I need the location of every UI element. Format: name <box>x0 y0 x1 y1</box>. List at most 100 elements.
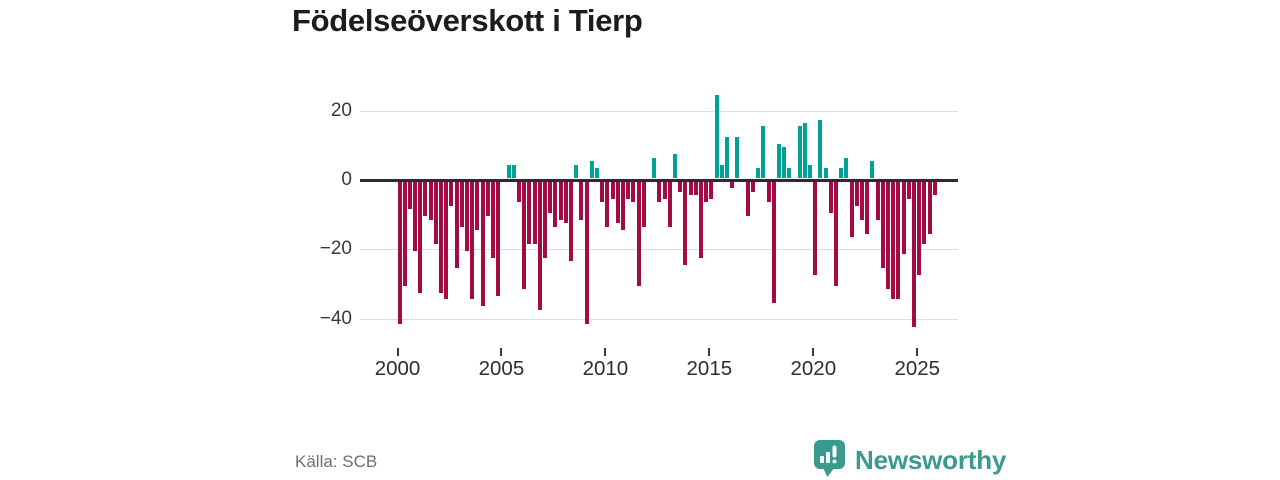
bar-2002Q3 <box>449 181 454 206</box>
newsworthy-bubble-chart-icon <box>814 440 845 477</box>
chart-title: Födelseöverskott i Tierp <box>292 3 643 38</box>
x-axis-label-2000: 2000 <box>374 357 421 380</box>
y-axis-label--40: −40 <box>319 307 352 329</box>
bar-2003Q1 <box>459 181 464 227</box>
bar-2014Q2 <box>693 181 698 196</box>
bar-2021Q2 <box>839 168 844 179</box>
source-note: Källa: SCB <box>295 452 378 471</box>
x-axis-label-2025: 2025 <box>894 357 941 380</box>
zero-axis-line <box>360 178 958 182</box>
bar-2004Q3 <box>491 181 496 258</box>
bar-2022Q3 <box>865 181 870 234</box>
bar-2000Q3 <box>407 181 412 210</box>
bar-2002Q4 <box>454 181 459 269</box>
bar-2012Q3 <box>657 181 662 203</box>
bar-2020Q4 <box>828 181 833 213</box>
bar-2017Q4 <box>766 181 771 203</box>
bar-2007Q1 <box>543 181 548 258</box>
bar-2015Q1 <box>709 181 714 199</box>
y-axis-label-0: 0 <box>341 169 352 190</box>
bar-2024Q1 <box>896 181 901 300</box>
bar-2020Q3 <box>823 168 828 179</box>
bar-2000Q4 <box>413 181 418 251</box>
bar-2010Q3 <box>615 181 620 224</box>
x-axis-label-2005: 2005 <box>478 357 525 380</box>
bar-2016Q4 <box>745 181 750 217</box>
bar-2002Q1 <box>439 181 444 293</box>
bar-2020Q2 <box>818 119 823 179</box>
bar-2021Q1 <box>834 181 839 286</box>
x-axis-label-2020: 2020 <box>790 357 837 380</box>
bar-2018Q2 <box>776 143 781 179</box>
bar-2007Q2 <box>548 181 553 213</box>
bar-2006Q2 <box>527 181 532 244</box>
bar-2005Q2 <box>506 164 511 179</box>
bar-2010Q2 <box>610 181 615 199</box>
bar-2011Q2 <box>631 181 636 203</box>
bar-2002Q2 <box>444 181 449 300</box>
bar-2006Q4 <box>537 181 542 310</box>
gridline--20 <box>360 249 958 251</box>
bar-2023Q4 <box>891 181 896 300</box>
bar-2013Q2 <box>672 154 677 179</box>
bar-2007Q3 <box>553 181 558 227</box>
y-axis-label-20: 20 <box>330 99 352 121</box>
bar-2019Q2 <box>797 126 802 179</box>
bar-2008Q3 <box>574 164 579 179</box>
x-tick-2025 <box>916 348 919 356</box>
bar-2009Q1 <box>584 181 589 324</box>
bar-2003Q4 <box>475 181 480 231</box>
bar-2001Q2 <box>423 181 428 217</box>
bar-2004Q4 <box>496 181 501 296</box>
bar-2025Q2 <box>922 181 927 244</box>
bar-2001Q1 <box>418 181 423 293</box>
bar-2008Q1 <box>563 181 568 224</box>
bar-2014Q3 <box>698 181 703 258</box>
bar-2003Q2 <box>465 181 470 251</box>
bar-2021Q3 <box>844 157 849 179</box>
gridline-20 <box>360 110 958 112</box>
bar-2017Q3 <box>761 126 766 179</box>
bar-2025Q3 <box>927 181 932 234</box>
bar-2018Q4 <box>787 168 792 179</box>
bar-2010Q1 <box>605 181 610 227</box>
bar-2024Q3 <box>906 181 911 199</box>
bar-2022Q2 <box>860 181 865 220</box>
newsworthy-wordmark: Newsworthy <box>855 444 1007 475</box>
bar-2006Q1 <box>522 181 527 290</box>
bar-2019Q4 <box>808 164 813 179</box>
x-axis-label-2010: 2010 <box>582 357 629 380</box>
bar-2015Q3 <box>719 164 724 179</box>
bar-2013Q3 <box>678 181 683 192</box>
bar-2005Q4 <box>517 181 522 203</box>
bar-2000Q1 <box>397 181 402 324</box>
x-tick-2020 <box>812 348 815 356</box>
bar-2001Q4 <box>433 181 438 244</box>
bar-2013Q1 <box>667 181 672 227</box>
bar-2004Q2 <box>485 181 490 217</box>
x-tick-2015 <box>708 348 711 356</box>
x-tick-2005 <box>500 348 503 356</box>
bar-2023Q2 <box>880 181 885 269</box>
bar-2014Q1 <box>688 181 693 196</box>
bar-2025Q4 <box>932 181 937 196</box>
y-axis-label--20: −20 <box>319 238 352 260</box>
bar-2020Q1 <box>813 181 818 276</box>
bar-2019Q3 <box>802 122 807 179</box>
bar-2012Q2 <box>652 157 657 179</box>
bar-2021Q4 <box>849 181 854 238</box>
bar-2017Q2 <box>756 168 761 179</box>
x-tick-2000 <box>396 348 399 356</box>
bar-2013Q4 <box>683 181 688 265</box>
gridline--40 <box>360 318 958 320</box>
bar-2016Q1 <box>730 181 735 189</box>
x-tick-2010 <box>604 348 607 356</box>
bar-2012Q4 <box>662 181 667 199</box>
bar-2007Q4 <box>558 181 563 220</box>
bar-2023Q3 <box>886 181 891 290</box>
bar-2009Q3 <box>595 168 599 179</box>
bar-2008Q2 <box>569 181 574 262</box>
bar-2004Q1 <box>480 181 485 307</box>
bar-2011Q4 <box>641 181 646 227</box>
